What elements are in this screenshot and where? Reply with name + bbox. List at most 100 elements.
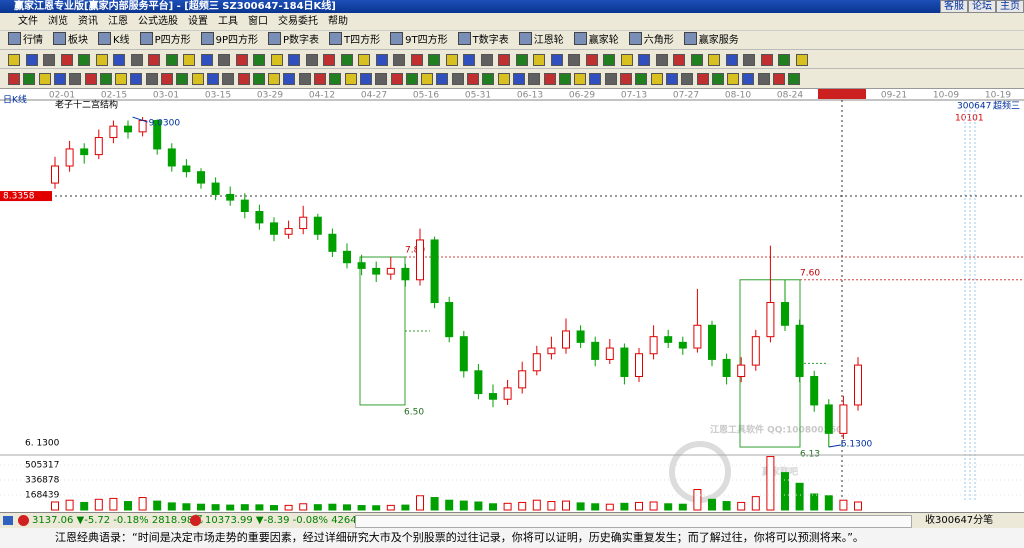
toolbar-icon[interactable] — [405, 73, 418, 85]
toolbar-icon[interactable] — [711, 73, 724, 85]
toolbar-icon[interactable] — [665, 73, 678, 85]
toolbar-button[interactable]: T数字表 — [458, 31, 509, 49]
toolbar-icon[interactable] — [620, 73, 632, 85]
toolbar-icon[interactable] — [145, 73, 158, 85]
toolbar-icon[interactable] — [252, 73, 265, 85]
menu-item[interactable]: 文件 — [18, 16, 38, 27]
toolbar-icon[interactable] — [113, 54, 125, 66]
toolbar-icon[interactable] — [498, 54, 510, 66]
toolbar-icon[interactable] — [421, 73, 434, 85]
toolbar-icon[interactable] — [655, 54, 668, 66]
toolbar-icon[interactable] — [708, 54, 720, 66]
toolbar-icon[interactable] — [375, 54, 388, 66]
toolbar-icon[interactable] — [390, 73, 403, 85]
toolbar-icon[interactable] — [235, 54, 248, 66]
menu-item[interactable]: 浏览 — [48, 16, 68, 27]
toolbar-icon[interactable] — [99, 73, 112, 85]
toolbar-icon[interactable] — [558, 73, 571, 85]
toolbar-icon[interactable] — [696, 73, 709, 85]
toolbar-icon[interactable] — [589, 73, 602, 85]
toolbar-icon[interactable] — [585, 54, 598, 66]
toolbar-icon[interactable] — [344, 73, 357, 85]
toolbar-icon[interactable] — [53, 73, 66, 85]
toolbar-icon[interactable] — [288, 54, 300, 66]
toolbar-icon[interactable] — [8, 73, 20, 85]
toolbar-icon[interactable] — [574, 73, 587, 85]
menu-item[interactable]: 资讯 — [78, 16, 98, 27]
toolbar-icon[interactable] — [130, 54, 143, 66]
toolbar-button[interactable]: 赢家服务 — [684, 31, 739, 49]
toolbar-icon[interactable] — [795, 54, 808, 66]
toolbar-button[interactable]: P数字表 — [268, 31, 319, 49]
toolbar-icon[interactable] — [742, 73, 755, 85]
toolbar-icon[interactable] — [8, 54, 20, 66]
toolbar-icon[interactable] — [218, 54, 230, 66]
toolbar-icon[interactable] — [743, 54, 755, 66]
menu-item[interactable]: 窗口 — [248, 16, 268, 27]
toolbar-icon[interactable] — [681, 73, 694, 85]
window-button[interactable]: 论坛 — [968, 0, 996, 13]
toolbar-icon[interactable] — [161, 73, 173, 85]
toolbar-button[interactable]: T四方形 — [329, 31, 380, 49]
toolbar-icon[interactable] — [329, 73, 342, 85]
toolbar-icon[interactable] — [283, 73, 296, 85]
toolbar-button[interactable]: 赢家轮 — [574, 31, 619, 49]
toolbar-icon[interactable] — [463, 54, 475, 66]
toolbar-icon[interactable] — [183, 54, 195, 66]
toolbar-icon[interactable] — [445, 54, 458, 66]
toolbar-icon[interactable] — [725, 54, 738, 66]
toolbar-icon[interactable] — [778, 54, 790, 66]
toolbar-icon[interactable] — [650, 73, 663, 85]
toolbar-icon[interactable] — [115, 73, 128, 85]
menu-item[interactable]: 交易委托 — [278, 16, 318, 27]
toolbar-icon[interactable] — [603, 54, 615, 66]
toolbar-icon[interactable] — [497, 73, 510, 85]
menu-item[interactable]: 帮助 — [328, 16, 348, 27]
toolbar-icon[interactable] — [436, 73, 449, 85]
toolbar-icon[interactable] — [451, 73, 464, 85]
toolbar-icon[interactable] — [638, 54, 650, 66]
toolbar-icon[interactable] — [176, 73, 189, 85]
toolbar-icon[interactable] — [148, 54, 160, 66]
toolbar-button[interactable]: P四方形 — [140, 31, 191, 49]
toolbar-icon[interactable] — [43, 54, 55, 66]
toolbar-icon[interactable] — [550, 54, 563, 66]
toolbar-icon[interactable] — [467, 73, 479, 85]
menu-item[interactable]: 工具 — [218, 16, 238, 27]
toolbar-icon[interactable] — [268, 73, 281, 85]
toolbar-icon[interactable] — [200, 54, 213, 66]
toolbar-icon[interactable] — [410, 54, 423, 66]
toolbar-icon[interactable] — [512, 73, 525, 85]
toolbar-icon[interactable] — [788, 73, 801, 85]
toolbar-icon[interactable] — [23, 73, 36, 85]
toolbar-icon[interactable] — [428, 54, 440, 66]
toolbar-icon[interactable] — [60, 54, 73, 66]
toolbar-icon[interactable] — [69, 73, 82, 85]
toolbar-icon[interactable] — [528, 73, 541, 85]
toolbar-icon[interactable] — [305, 54, 318, 66]
toolbar-icon[interactable] — [568, 54, 580, 66]
toolbar-icon[interactable] — [78, 54, 90, 66]
toolbar-icon[interactable] — [635, 73, 648, 85]
toolbar-button[interactable]: 9P四方形 — [201, 31, 258, 49]
toolbar-icon[interactable] — [760, 54, 773, 66]
toolbar-icon[interactable] — [757, 73, 770, 85]
toolbar-icon[interactable] — [253, 54, 265, 66]
toolbar-icon[interactable] — [270, 54, 283, 66]
toolbar-icon[interactable] — [130, 73, 143, 85]
toolbar-icon[interactable] — [673, 54, 685, 66]
toolbar-icon[interactable] — [206, 73, 219, 85]
toolbar-icon[interactable] — [222, 73, 235, 85]
toolbar-button[interactable]: 六角形 — [629, 31, 674, 49]
toolbar-icon[interactable] — [773, 73, 785, 85]
toolbar-icon[interactable] — [165, 54, 178, 66]
toolbar-icon[interactable] — [38, 73, 51, 85]
toolbar-icon[interactable] — [604, 73, 617, 85]
toolbar-icon[interactable] — [727, 73, 740, 85]
toolbar-icon[interactable] — [690, 54, 703, 66]
toolbar-button[interactable]: 行情 — [8, 31, 43, 49]
toolbar-icon[interactable] — [620, 54, 633, 66]
toolbar-icon[interactable] — [84, 73, 97, 85]
toolbar-icon[interactable] — [480, 54, 493, 66]
toolbar-icon[interactable] — [237, 73, 250, 85]
